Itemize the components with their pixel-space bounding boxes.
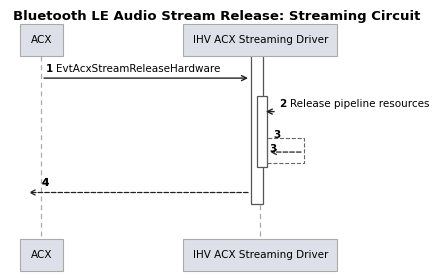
Bar xyxy=(267,138,304,163)
Text: ACX: ACX xyxy=(30,250,52,259)
Text: 4: 4 xyxy=(41,178,49,188)
Text: IHV ACX Streaming Driver: IHV ACX Streaming Driver xyxy=(193,250,328,259)
Text: EvtAcxStreamReleaseHardware: EvtAcxStreamReleaseHardware xyxy=(56,64,221,74)
Text: Release pipeline resources: Release pipeline resources xyxy=(290,99,429,109)
Text: 3: 3 xyxy=(273,129,281,140)
Bar xyxy=(183,24,337,56)
Text: 1: 1 xyxy=(46,64,53,74)
Text: 4: 4 xyxy=(41,178,49,188)
Text: 2: 2 xyxy=(279,99,286,109)
Text: Bluetooth LE Audio Stream Release: Streaming Circuit: Bluetooth LE Audio Stream Release: Strea… xyxy=(13,10,421,23)
Bar xyxy=(20,24,63,56)
Bar xyxy=(257,96,267,167)
Bar xyxy=(20,239,63,271)
Text: IHV ACX Streaming Driver: IHV ACX Streaming Driver xyxy=(193,35,328,45)
Text: 3: 3 xyxy=(270,145,277,154)
Bar xyxy=(183,239,337,271)
Text: ACX: ACX xyxy=(30,35,52,45)
Bar xyxy=(251,54,263,204)
